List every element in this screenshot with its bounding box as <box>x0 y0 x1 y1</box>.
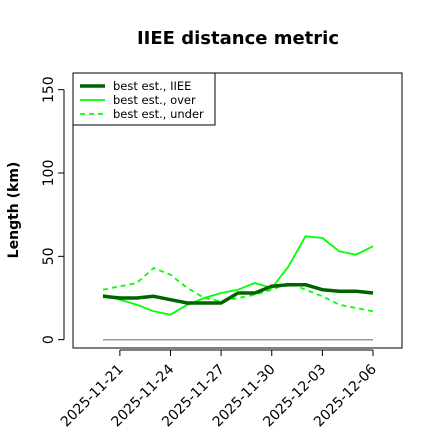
y-axis-label: Length (km) <box>6 162 22 259</box>
y-axis: 0 50 100 150 <box>41 76 65 344</box>
legend-box <box>72 72 216 126</box>
y-tick-label: 100 <box>41 160 57 187</box>
plot-frame <box>72 72 403 349</box>
y-tick-label: 50 <box>41 247 57 265</box>
y-tick-label: 0 <box>41 335 57 344</box>
series-layer <box>102 235 374 341</box>
series-line-2 <box>102 267 374 313</box>
chart-title: IIEE distance metric <box>137 28 339 49</box>
legend-label: best est., under <box>113 107 204 121</box>
legend-label: best est., over <box>113 93 196 107</box>
x-axis: 2025-11-212025-11-242025-11-272025-11-30… <box>58 349 380 430</box>
legend-label: best est., IIEE <box>113 79 191 93</box>
series-line-0 <box>102 282 374 305</box>
y-tick-label: 150 <box>41 76 57 103</box>
series-line-1 <box>102 235 374 316</box>
